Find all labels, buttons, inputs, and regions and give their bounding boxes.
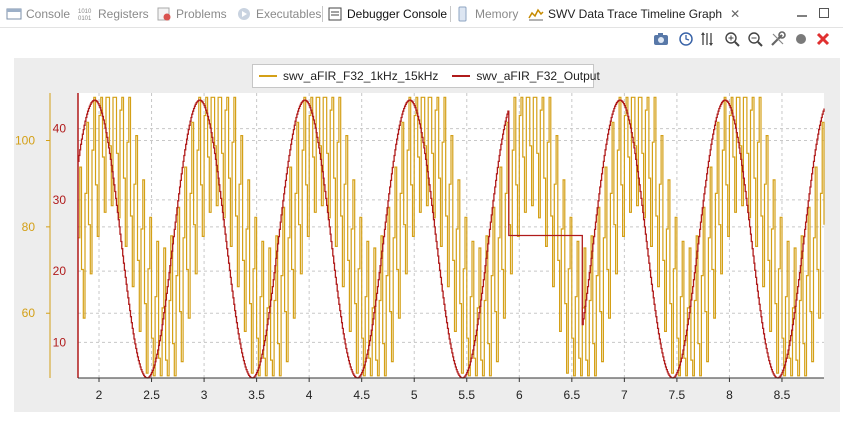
x-tick-label: 2.5 xyxy=(143,388,160,402)
tab-console[interactable]: Console xyxy=(6,0,70,28)
y-axis-right-ticks: 10 20 30 40 xyxy=(53,122,67,350)
console-icon xyxy=(6,6,22,22)
legend-swatch-input xyxy=(259,75,277,77)
y-axis-left-ticks: 60 80 100 xyxy=(15,134,50,320)
tab-swv-data-trace-timeline-graph[interactable]: SWV Data Trace Timeline Graph ✕ xyxy=(528,0,740,28)
minimize-icon[interactable] xyxy=(796,7,808,19)
zoom-in-icon[interactable] xyxy=(724,31,740,47)
tab-separator xyxy=(450,6,451,22)
legend-item-input: swv_aFIR_F32_1kHz_15kHz xyxy=(259,69,438,83)
x-tick-label: 6 xyxy=(516,388,523,402)
swv-graph-icon xyxy=(528,6,544,22)
tab-executables-label: Executables xyxy=(256,7,322,21)
zoom-out-icon[interactable] xyxy=(747,31,763,47)
x-tick-label: 5 xyxy=(411,388,418,402)
chart-legend: swv_aFIR_F32_1kHz_15kHz swv_aFIR_F32_Out… xyxy=(252,64,600,88)
x-tick-label: 3.5 xyxy=(248,388,265,402)
tab-memory-label: Memory xyxy=(475,7,519,21)
x-tick-label: 7.5 xyxy=(669,388,686,402)
x-tick-label: 8.5 xyxy=(774,388,791,402)
x-tick-label: 4 xyxy=(306,388,313,402)
problems-icon xyxy=(156,6,172,22)
record-icon[interactable] xyxy=(793,31,809,47)
tab-executables[interactable]: Executables xyxy=(236,0,321,28)
tab-registers-label: Registers xyxy=(98,7,149,21)
y-right-tick-label: 40 xyxy=(53,122,67,136)
executables-icon xyxy=(236,6,252,22)
settings-icon[interactable] xyxy=(770,31,786,47)
x-tick-label: 7 xyxy=(621,388,628,402)
series-output-path xyxy=(78,99,825,379)
tab-swv-graph-label: SWV Data Trace Timeline Graph xyxy=(548,7,723,21)
tab-console-label: Console xyxy=(26,7,71,21)
x-tick-label: 6.5 xyxy=(563,388,580,402)
debugger-console-icon xyxy=(327,6,343,22)
registers-icon: 1010 0101 xyxy=(78,6,94,22)
legend-swatch-output xyxy=(452,75,471,77)
svg-text:1010: 1010 xyxy=(78,9,92,15)
x-tick-label: 5.5 xyxy=(458,388,475,402)
tab-memory[interactable]: Memory xyxy=(455,0,518,28)
y-left-tick-label: 60 xyxy=(22,306,36,320)
y-right-tick-label: 30 xyxy=(53,193,67,207)
x-tick-label: 2 xyxy=(96,388,103,402)
tab-debugger-console[interactable]: Debugger Console xyxy=(327,0,447,28)
svg-text:0101: 0101 xyxy=(78,16,92,22)
scale-icon[interactable] xyxy=(699,31,715,47)
legend-item-output: swv_aFIR_F32_Output xyxy=(452,69,600,83)
x-axis-ticks: 2 2.5 3 3.5 4 4.5 5 5.5 6 6.5 7 7.5 8 8.5 xyxy=(96,378,791,402)
series-output-line xyxy=(78,99,825,379)
legend-label-input: swv_aFIR_F32_1kHz_15kHz xyxy=(283,69,439,83)
view-tab-bar: Console 1010 0101 Registers Problems Exec… xyxy=(0,0,843,28)
y-right-tick-label: 20 xyxy=(53,264,67,278)
y-left-tick-label: 100 xyxy=(15,134,35,148)
stop-icon[interactable] xyxy=(815,31,831,47)
tab-debugger-console-label: Debugger Console xyxy=(347,7,448,21)
x-tick-label: 3 xyxy=(201,388,208,402)
y-left-tick-label: 80 xyxy=(22,220,36,234)
clock-icon[interactable] xyxy=(678,31,694,47)
memory-icon xyxy=(455,6,471,22)
tab-separator xyxy=(322,6,323,22)
y-right-tick-label: 10 xyxy=(53,335,67,349)
camera-icon[interactable] xyxy=(653,31,669,47)
maximize-icon[interactable] xyxy=(818,7,830,19)
x-tick-label: 4.5 xyxy=(353,388,370,402)
series-input-line xyxy=(78,96,825,377)
x-tick-label: 8 xyxy=(726,388,733,402)
series-input-path xyxy=(78,96,825,377)
tab-registers[interactable]: 1010 0101 Registers xyxy=(78,0,149,28)
view-toolbar xyxy=(0,28,843,50)
close-tab-icon[interactable]: ✕ xyxy=(730,7,741,21)
tab-problems-label: Problems xyxy=(176,7,227,21)
legend-label-output: swv_aFIR_F32_Output xyxy=(476,69,600,83)
tab-problems[interactable]: Problems xyxy=(156,0,227,28)
